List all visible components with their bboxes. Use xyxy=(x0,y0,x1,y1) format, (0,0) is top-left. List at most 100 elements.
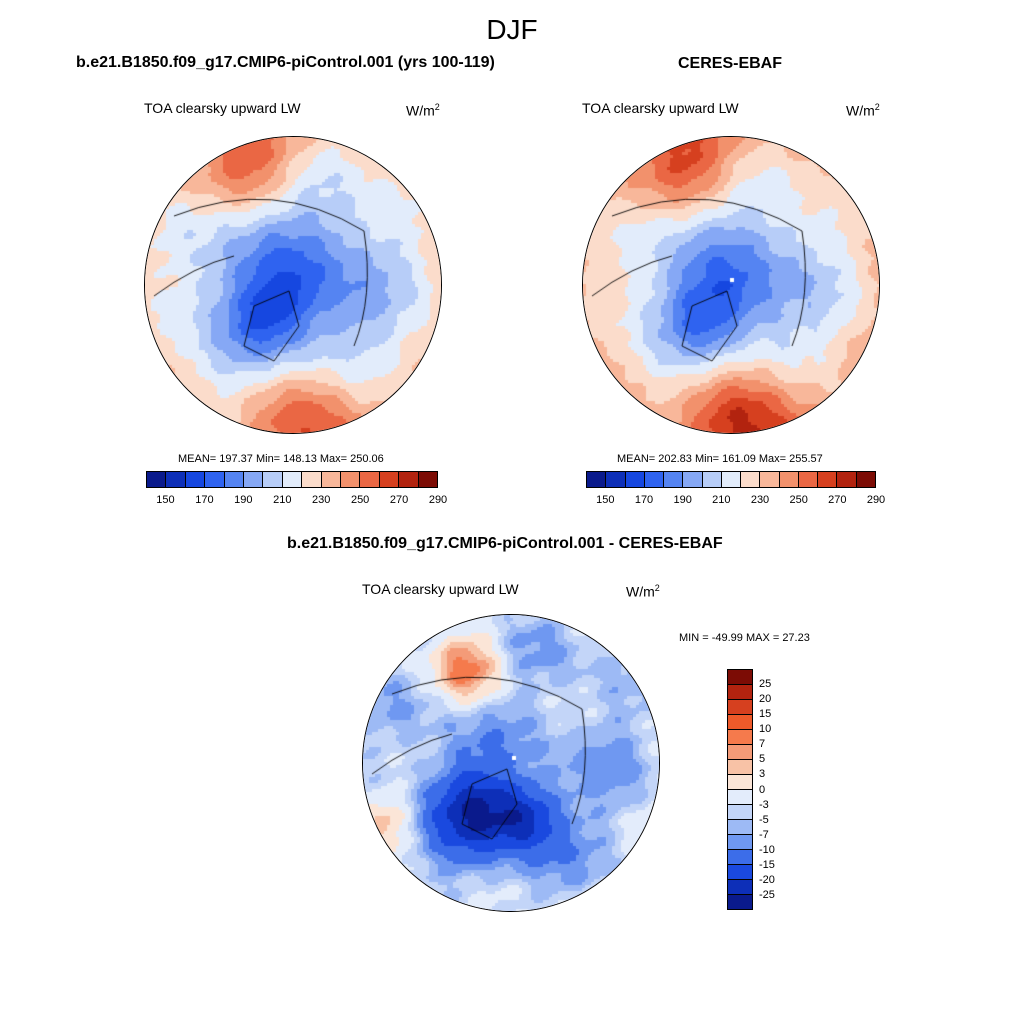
colorbar-tick-label: 7 xyxy=(759,738,766,751)
obs-stats: MEAN= 202.83 Min= 161.09 Max= 255.57 xyxy=(617,453,823,465)
diff-colorbar-labels: 25 20 15 10 7 5 3 0 -3 -5 -7 -10 -15 -20 -25 xyxy=(759,669,799,910)
diff-variable-label: TOA clearsky upward LW xyxy=(362,581,519,597)
colorbar-swatch xyxy=(837,472,857,487)
obs-units-exponent: 2 xyxy=(874,102,880,112)
colorbar-swatch xyxy=(244,472,264,487)
colorbar-swatch xyxy=(341,472,361,487)
diff-units-exponent: 2 xyxy=(654,583,660,593)
obs-units-base: W/m xyxy=(846,102,875,119)
colorbar-tick-label: -5 xyxy=(759,813,769,826)
colorbar-tick-label: 3 xyxy=(759,768,766,781)
colorbar-swatch xyxy=(721,472,742,487)
colorbar-tick-label: 270 xyxy=(828,494,847,506)
colorbar-swatch xyxy=(683,472,703,487)
colorbar-swatch xyxy=(728,670,752,685)
colorbar-tick-label: 210 xyxy=(273,494,292,506)
colorbar-tick-label: 0 xyxy=(759,783,766,796)
colorbar-tick-label: 170 xyxy=(634,494,654,506)
colorbar-swatch xyxy=(644,472,665,487)
colorbar-swatch xyxy=(818,472,838,487)
model-units-label: W/m2 xyxy=(406,102,440,119)
colorbar-swatch xyxy=(728,745,752,760)
diff-units-base: W/m xyxy=(626,583,655,600)
colorbar-swatch xyxy=(760,472,780,487)
colorbar-swatch xyxy=(166,472,186,487)
model-units-base: W/m xyxy=(406,102,435,119)
colorbar-tick-label: 5 xyxy=(759,753,766,766)
model-colorbar xyxy=(146,471,438,488)
colorbar-swatch xyxy=(728,850,752,865)
model-field-canvas xyxy=(145,137,441,433)
model-panel-title: b.e21.B1850.f09_g17.CMIP6-piControl.001 … xyxy=(76,54,495,71)
diff-panel-title: b.e21.B1850.f09_g17.CMIP6-piControl.001 … xyxy=(287,535,723,552)
model-variable-label: TOA clearsky upward LW xyxy=(144,100,301,116)
colorbar-swatch xyxy=(728,820,752,835)
colorbar-tick-label: -25 xyxy=(759,888,775,901)
colorbar-swatch xyxy=(360,472,380,487)
colorbar-tick-label: 230 xyxy=(750,494,770,506)
colorbar-swatch xyxy=(664,472,684,487)
colorbar-swatch xyxy=(185,472,206,487)
colorbar-tick-label: 190 xyxy=(673,494,692,506)
colorbar-tick-label: 270 xyxy=(389,494,409,506)
colorbar-tick-label: 15 xyxy=(759,708,772,721)
colorbar-tick-label: -20 xyxy=(759,873,775,886)
colorbar-swatch xyxy=(282,472,303,487)
colorbar-swatch xyxy=(728,730,752,745)
obs-colorbar xyxy=(586,471,876,488)
colorbar-swatch xyxy=(147,472,167,487)
colorbar-tick-label: -15 xyxy=(759,858,775,871)
diff-polar-map xyxy=(362,614,660,912)
colorbar-swatch xyxy=(856,472,875,487)
colorbar-swatch xyxy=(399,472,419,487)
colorbar-tick-label: 250 xyxy=(789,494,808,506)
colorbar-swatch xyxy=(302,472,322,487)
colorbar-tick-label: 190 xyxy=(234,494,253,506)
diff-units-label: W/m2 xyxy=(626,583,660,600)
diff-stats: MIN = -49.99 MAX = 27.23 xyxy=(679,632,810,644)
colorbar-tick-label: 25 xyxy=(759,678,772,691)
colorbar-tick-label: 150 xyxy=(156,494,175,506)
model-units-exponent: 2 xyxy=(434,102,440,112)
colorbar-swatch xyxy=(728,805,752,820)
colorbar-tick-label: 10 xyxy=(759,723,772,736)
colorbar-swatch xyxy=(728,760,752,775)
colorbar-swatch xyxy=(728,880,752,895)
colorbar-tick-label: 230 xyxy=(312,494,331,506)
obs-variable-label: TOA clearsky upward LW xyxy=(582,100,739,116)
colorbar-swatch xyxy=(224,472,245,487)
colorbar-swatch xyxy=(606,472,626,487)
colorbar-swatch xyxy=(728,790,752,805)
colorbar-tick-label: 20 xyxy=(759,693,772,706)
colorbar-swatch xyxy=(321,472,342,487)
figure-title: DJF xyxy=(486,14,538,45)
colorbar-tick-label: 290 xyxy=(866,494,886,506)
colorbar-tick-label: -10 xyxy=(759,843,775,856)
colorbar-tick-label: 250 xyxy=(350,494,370,506)
diff-field-canvas xyxy=(363,615,659,911)
colorbar-swatch xyxy=(728,865,752,880)
model-colorbar-labels: 150 170 190 210 230 250 270 290 xyxy=(146,494,447,508)
colorbar-tick-label: -3 xyxy=(759,798,769,811)
colorbar-tick-label: 210 xyxy=(712,494,731,506)
colorbar-swatch xyxy=(205,472,225,487)
obs-colorbar-labels: 150 170 190 210 230 250 270 290 xyxy=(586,494,885,508)
colorbar-swatch xyxy=(379,472,400,487)
model-stats: MEAN= 197.37 Min= 148.13 Max= 250.06 xyxy=(178,453,384,465)
colorbar-swatch xyxy=(263,472,283,487)
model-polar-map xyxy=(144,136,442,434)
colorbar-swatch xyxy=(625,472,645,487)
colorbar-tick-label: 170 xyxy=(195,494,214,506)
colorbar-swatch xyxy=(587,472,607,487)
obs-field-canvas xyxy=(583,137,879,433)
colorbar-swatch xyxy=(728,835,752,850)
colorbar-swatch xyxy=(779,472,799,487)
colorbar-tick-label: 150 xyxy=(596,494,615,506)
colorbar-swatch xyxy=(728,700,752,715)
colorbar-swatch xyxy=(798,472,819,487)
colorbar-swatch xyxy=(728,895,752,909)
colorbar-tick-label: -7 xyxy=(759,828,769,841)
colorbar-swatch xyxy=(418,472,438,487)
colorbar-swatch xyxy=(702,472,722,487)
diff-colorbar xyxy=(727,669,753,910)
